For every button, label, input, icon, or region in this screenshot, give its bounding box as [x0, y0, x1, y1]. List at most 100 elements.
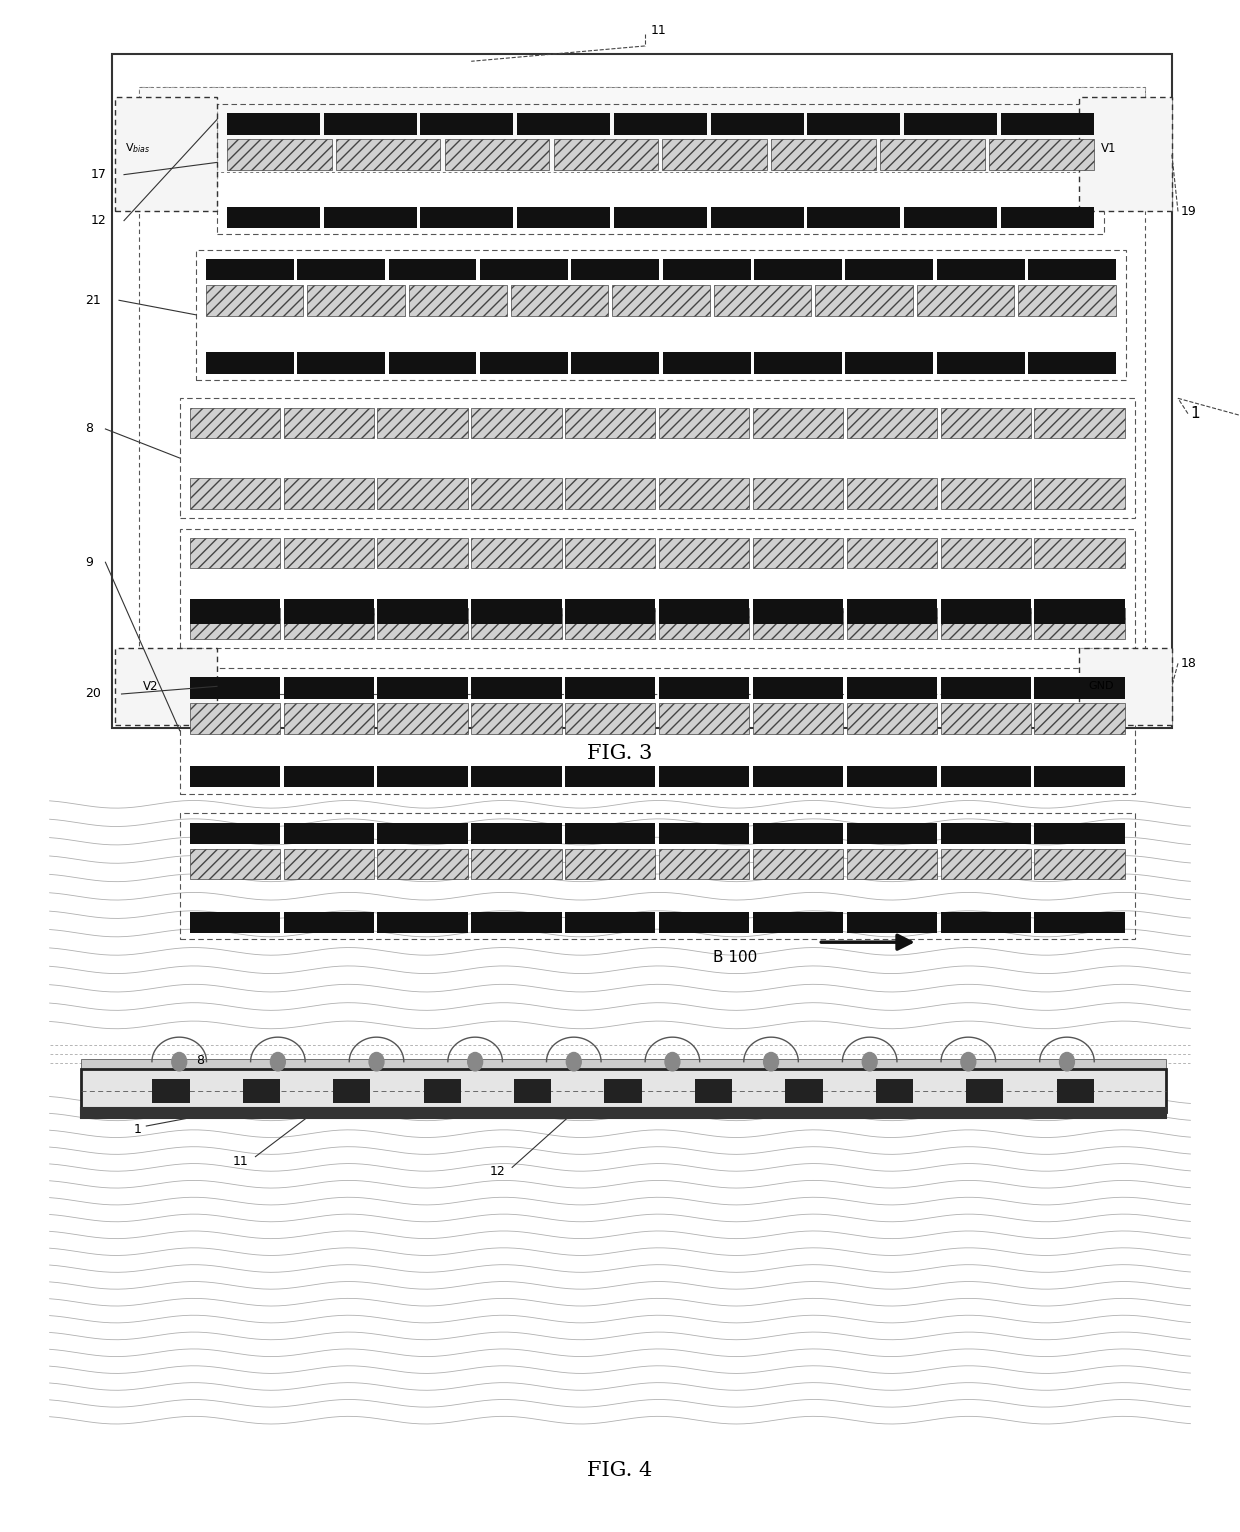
Bar [1034, 599, 1125, 624]
Bar [471, 823, 562, 844]
Bar [941, 677, 1030, 699]
Bar [284, 408, 373, 438]
Bar [658, 599, 749, 624]
Bar [565, 478, 656, 509]
Bar [190, 608, 280, 639]
Bar [1034, 823, 1125, 844]
Bar [662, 259, 750, 280]
Text: V$_{bias}$: V$_{bias}$ [125, 141, 151, 155]
Bar [377, 608, 467, 639]
Text: FIG. 3: FIG. 3 [588, 745, 652, 763]
Bar [1079, 648, 1172, 725]
Bar [936, 352, 1024, 374]
Circle shape [270, 1052, 285, 1071]
Bar [298, 259, 386, 280]
Bar [846, 352, 934, 374]
Bar [936, 259, 1024, 280]
Bar [324, 113, 417, 135]
Bar [480, 259, 568, 280]
Bar [471, 538, 562, 568]
Bar [807, 207, 900, 228]
Text: 18: 18 [1180, 657, 1197, 669]
Bar [227, 139, 331, 170]
Bar [604, 1079, 642, 1103]
Bar [990, 139, 1094, 170]
Bar [941, 823, 1030, 844]
Bar [196, 250, 1126, 380]
Circle shape [764, 1052, 779, 1071]
Bar [227, 113, 320, 135]
Bar [420, 207, 513, 228]
Bar [941, 608, 1030, 639]
Bar [565, 849, 656, 879]
Bar [1028, 352, 1116, 374]
Bar [471, 599, 562, 624]
Bar [880, 139, 985, 170]
Bar [190, 599, 280, 624]
Bar [941, 912, 1030, 933]
Bar [180, 398, 1135, 518]
Bar [471, 608, 562, 639]
Bar [847, 703, 937, 734]
Bar [471, 912, 562, 933]
Bar [847, 478, 937, 509]
Bar [966, 1079, 1003, 1103]
Bar [565, 608, 656, 639]
Bar [284, 766, 373, 787]
Bar [517, 113, 610, 135]
Bar [81, 1069, 1166, 1112]
Bar [753, 823, 843, 844]
Bar [658, 538, 749, 568]
Text: 12: 12 [490, 1166, 506, 1178]
Bar [658, 849, 749, 879]
Bar [662, 352, 750, 374]
Bar [190, 408, 280, 438]
Text: V2: V2 [143, 680, 159, 692]
Bar [753, 766, 843, 787]
Bar [139, 87, 1145, 172]
Bar [815, 285, 913, 316]
Bar [284, 677, 373, 699]
Text: 17: 17 [91, 169, 107, 181]
Bar [180, 813, 1135, 939]
Bar [511, 285, 608, 316]
Bar [1034, 849, 1125, 879]
Bar [336, 139, 440, 170]
Bar [517, 207, 610, 228]
Bar [613, 285, 709, 316]
Bar [284, 538, 373, 568]
Circle shape [467, 1052, 482, 1071]
Circle shape [1059, 1052, 1074, 1071]
Bar [1018, 285, 1116, 316]
Bar [565, 823, 656, 844]
Bar [847, 408, 937, 438]
Bar [1034, 766, 1125, 787]
Bar [565, 766, 656, 787]
Bar [115, 648, 217, 725]
Bar [847, 677, 937, 699]
Bar [377, 823, 467, 844]
Bar [388, 352, 476, 374]
Bar [284, 478, 373, 509]
Bar [112, 54, 1172, 728]
Bar [916, 285, 1014, 316]
Bar [180, 668, 1135, 794]
Bar [753, 912, 843, 933]
Bar [1028, 259, 1116, 280]
Text: 21: 21 [86, 294, 102, 306]
Text: 20: 20 [86, 688, 102, 700]
Text: 19: 19 [1180, 205, 1197, 218]
Bar [1056, 1079, 1094, 1103]
Bar [904, 207, 997, 228]
Bar [658, 912, 749, 933]
Bar [753, 608, 843, 639]
Text: 12: 12 [91, 214, 107, 227]
Bar [753, 408, 843, 438]
Bar [377, 849, 467, 879]
Bar [420, 113, 513, 135]
Bar [572, 352, 660, 374]
Bar [1034, 608, 1125, 639]
Circle shape [567, 1052, 582, 1071]
Bar [190, 677, 280, 699]
Bar [658, 608, 749, 639]
